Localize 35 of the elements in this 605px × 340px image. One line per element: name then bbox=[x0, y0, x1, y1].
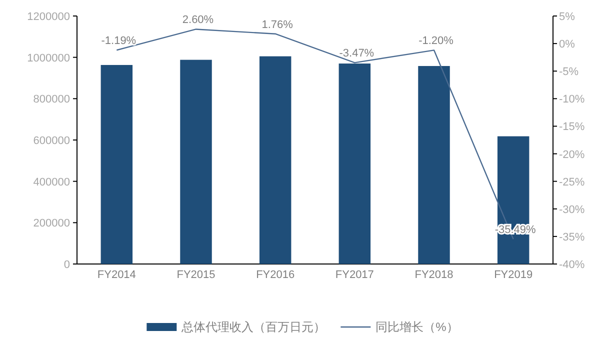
bar bbox=[418, 66, 450, 264]
y2-tick-label: 5% bbox=[559, 11, 576, 23]
bar bbox=[180, 60, 212, 264]
y-tick-label: 200000 bbox=[33, 218, 70, 230]
x-tick-label: FY2018 bbox=[414, 269, 454, 281]
x-tick-label: FY2014 bbox=[97, 269, 136, 281]
bar bbox=[100, 64, 133, 264]
y2-tick-label: -35% bbox=[559, 231, 585, 244]
data-label: -1.19% bbox=[101, 35, 136, 48]
y2-tick-label: -25% bbox=[559, 176, 585, 188]
y2-tick-label: -5% bbox=[559, 66, 579, 78]
y-tick-label: 1000000 bbox=[27, 52, 70, 64]
bar bbox=[259, 56, 292, 264]
data-label: 2.60% bbox=[182, 14, 214, 26]
y2-tick-label: -20% bbox=[559, 148, 585, 161]
x-tick-label: FY2015 bbox=[176, 269, 216, 281]
legend-label: 总体代理收入（百万日元） bbox=[180, 320, 326, 334]
y-tick-label: 400000 bbox=[33, 176, 70, 188]
y2-tick-label: -40% bbox=[559, 259, 585, 271]
legend-label: 同比增长（%） bbox=[376, 320, 458, 334]
y-tick-label: 600000 bbox=[33, 135, 70, 147]
y2-tick-label: -15% bbox=[559, 121, 585, 134]
y2-tick-label: -10% bbox=[559, 94, 585, 106]
bar bbox=[338, 64, 371, 264]
y-tick-label: 800000 bbox=[33, 94, 70, 106]
data-label: -3.47% bbox=[339, 48, 374, 60]
data-label: 1.76% bbox=[262, 18, 294, 31]
x-tick-label: FY2016 bbox=[256, 269, 295, 281]
y2-tick-label: -30% bbox=[559, 204, 585, 216]
y2-tick-label: 0% bbox=[559, 38, 576, 51]
x-tick-label: FY2017 bbox=[335, 269, 374, 281]
y-tick-label: 1200000 bbox=[27, 11, 70, 23]
x-tick-label: FY2019 bbox=[494, 269, 533, 281]
y-tick-label: 0 bbox=[64, 259, 70, 271]
data-label: -1.20% bbox=[418, 35, 454, 48]
